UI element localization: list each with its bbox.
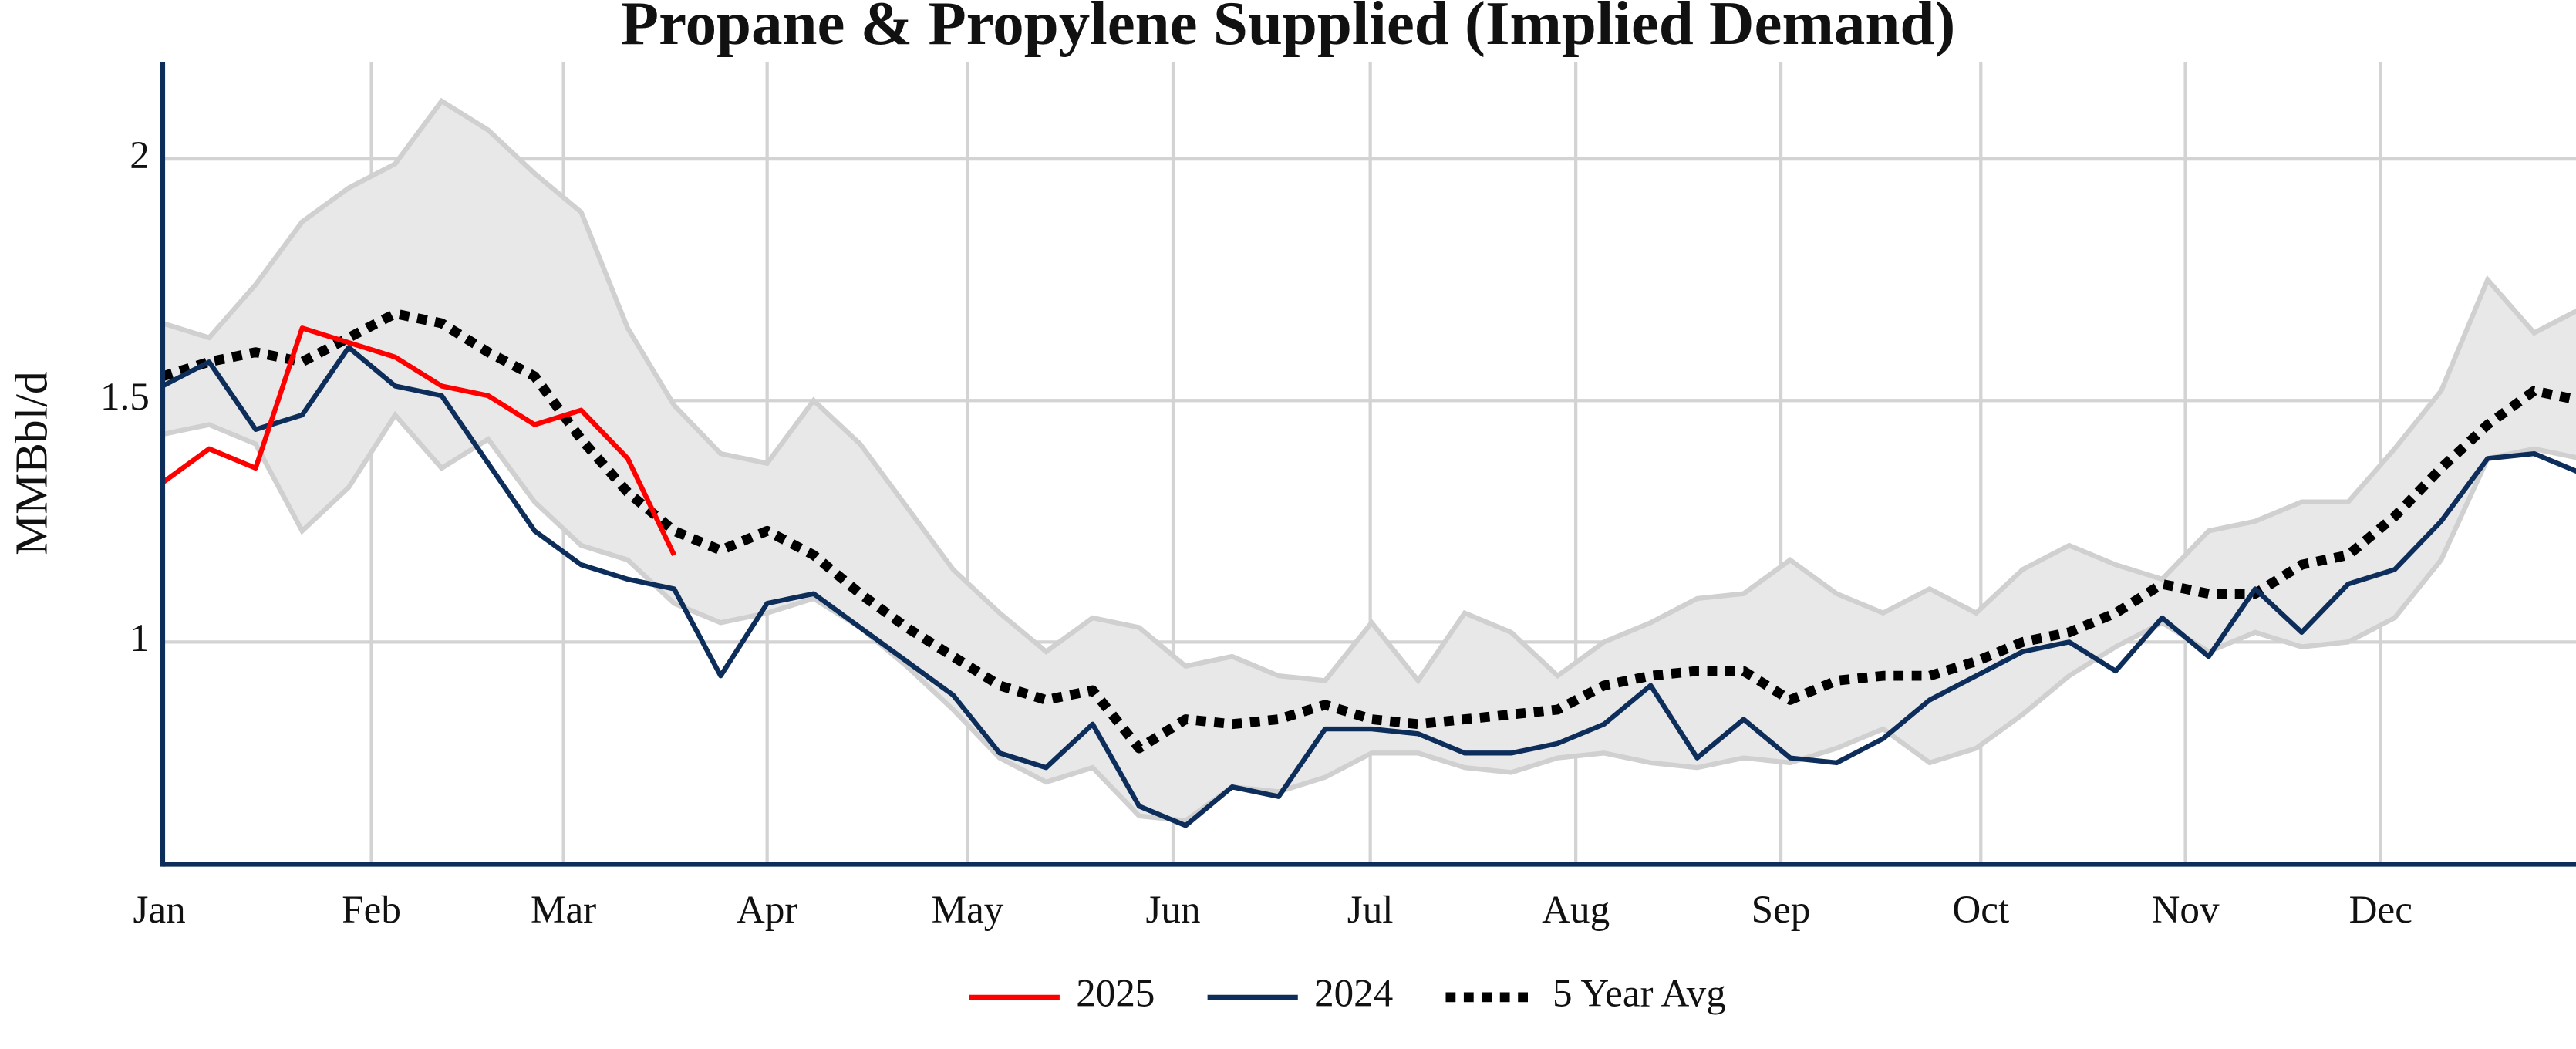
legend-label: 2024: [1314, 972, 1393, 1016]
chart-title: Propane & Propylene Supplied (Implied De…: [621, 0, 1956, 58]
x-tick-label: Apr: [737, 888, 797, 932]
series-line: [162, 345, 2576, 828]
plot-area: [162, 97, 2576, 828]
y-tick-label: 2: [130, 133, 150, 177]
x-tick-label: Jan: [133, 888, 186, 932]
x-tick-label: Feb: [342, 888, 401, 932]
y-tick-label: 1.5: [100, 375, 150, 419]
x-tick-label: May: [932, 888, 1004, 932]
legend-label: 5 Year Avg: [1553, 972, 1726, 1016]
x-tick-label: Mar: [531, 888, 596, 932]
legend-label: 2025: [1076, 972, 1155, 1016]
x-tick-label: Sep: [1752, 888, 1811, 932]
range-band: [162, 97, 2576, 824]
series-line: [162, 325, 676, 557]
x-tick-label: Jul: [1347, 888, 1394, 932]
x-tick-label: Aug: [1542, 888, 1610, 932]
x-tick-label: Dec: [2349, 888, 2412, 932]
series-line: [162, 309, 2576, 754]
y-axis-label: MMBbl/d: [6, 371, 57, 555]
x-tick-label: Oct: [1952, 888, 2009, 932]
y-tick-label: 1: [130, 616, 150, 660]
x-tick-label: Jun: [1146, 888, 1201, 932]
x-tick-label: Nov: [2152, 888, 2220, 932]
